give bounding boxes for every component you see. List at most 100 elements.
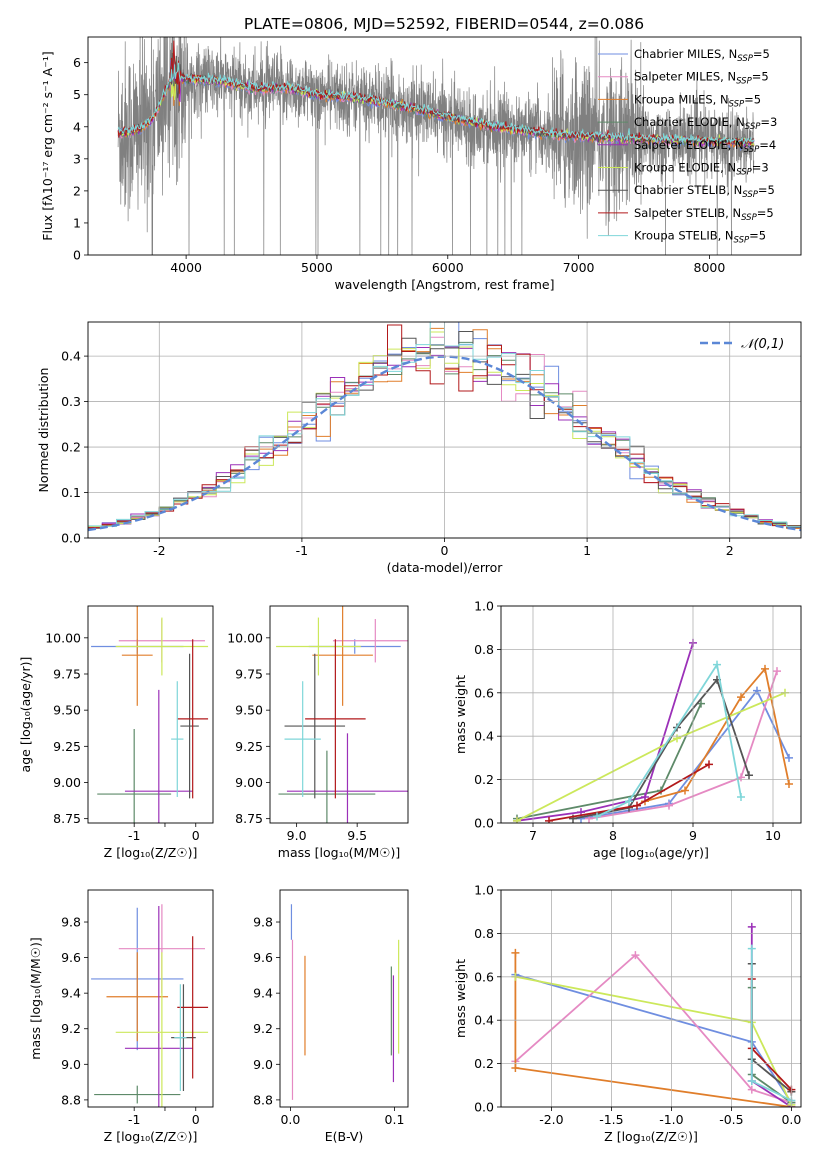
weight-series-marker: [747, 1085, 756, 1094]
weight-series-marker: [747, 944, 756, 953]
legend-label-subscript: SSP: [742, 190, 758, 200]
y-tick-label: 9.2: [61, 1021, 81, 1036]
y-tick-label: 9.75: [53, 666, 81, 681]
figure-title: PLATE=0806, MJD=52592, FIBERID=0544, z=0…: [244, 15, 644, 33]
y-tick-label: 9.6: [253, 950, 273, 965]
weight-series-marker: [513, 816, 521, 823]
y-tick-label: 0.6: [474, 685, 494, 700]
panel-age-vs-mass: 9.0 9.5 8.75 9.00 9.25 9.50 9.75 10.00 mass [log…: [227, 605, 409, 860]
x-tick-label: -1.5: [599, 1112, 623, 1127]
legend-label-subscript: SSP: [744, 145, 760, 155]
weight-series-marker: [673, 734, 681, 743]
x-tick-label: 8: [609, 828, 617, 843]
legend-label: Salpeter ELODIE, NSSP=4: [634, 138, 776, 155]
x-tick-label: 9: [689, 828, 697, 843]
legend-label-subscript: SSP: [745, 122, 761, 132]
y-tick-label: 1.0: [474, 883, 494, 898]
y-axis-label: Flux [fλ10⁻¹⁷ erg cm⁻² s⁻¹ A⁻¹]: [40, 51, 55, 240]
y-tick-label: 8.8: [61, 1092, 81, 1107]
legend-label-count: =5: [752, 70, 769, 84]
x-tick-label: 1: [583, 543, 591, 558]
model-spectrum-line: [117, 40, 755, 146]
legend-label-count: =4: [759, 138, 776, 152]
weight-series-marker: [753, 686, 761, 695]
y-tick-label: 3: [73, 151, 81, 166]
weight-series-marker: [737, 792, 745, 801]
axes-frame: [87, 36, 802, 256]
weight-series-marker: [511, 1063, 520, 1072]
weight-series-marker: [625, 797, 633, 806]
x-tick-label: 0: [192, 1112, 200, 1127]
y-tick-label: 0.2: [474, 1056, 494, 1071]
x-tick-label: 7000: [563, 260, 595, 275]
legend-label-text: Chabrier MILES, N: [634, 47, 737, 61]
weight-series-line: [515, 973, 793, 1104]
y-axis-label: mass [log₁₀(M/M☉)]: [28, 937, 43, 1059]
weight-series-marker: [737, 693, 745, 702]
x-tick-label: -1.0: [659, 1112, 683, 1127]
axes-frame: [269, 605, 409, 824]
y-axis-label: age [log₁₀(age/yr)]: [18, 657, 33, 773]
y-tick-label: 0.4: [474, 729, 494, 744]
y-axis-label: Normed distribution: [36, 368, 51, 493]
y-tick-label: 0: [73, 248, 81, 263]
legend-label-count: =5: [749, 229, 766, 243]
legend-label-subscript: SSP: [736, 168, 752, 178]
legend-label: Kroupa ELODIE, NSSP=3: [634, 161, 769, 178]
x-tick-label: 0: [441, 543, 449, 558]
x-tick-label: 0.1: [385, 1112, 405, 1127]
legend-label-subscript: SSP: [734, 236, 750, 246]
y-tick-label: 9.4: [253, 986, 273, 1001]
legend-label-text: Kroupa MILES, N: [634, 92, 729, 106]
x-tick-label: 4000: [170, 260, 202, 275]
x-axis-label: (data-model)/error: [387, 560, 504, 575]
y-tick-label: 8.8: [253, 1092, 273, 1107]
x-tick-label: 0.0: [280, 1112, 300, 1127]
y-tick-label: 1: [73, 215, 81, 230]
plot-area-weight-vs-Z: [511, 922, 796, 1107]
axes-frame: [87, 321, 802, 539]
x-axis-label: Z [log₁₀(Z/Z☉)]: [104, 1129, 198, 1144]
weight-series-line: [588, 670, 778, 820]
y-tick-label: 6: [73, 55, 81, 70]
legend-label-count: =3: [752, 161, 769, 175]
x-tick-label: 8000: [694, 260, 726, 275]
axes-frame: [87, 605, 214, 824]
x-tick-label: -1: [128, 1112, 140, 1127]
y-tick-label: 8.75: [53, 811, 81, 826]
y-tick-label: 9.0: [61, 1057, 81, 1072]
weight-series-marker: [593, 812, 601, 821]
x-tick-label: 2: [726, 543, 734, 558]
legend-label-subscript: SSP: [736, 77, 752, 87]
x-tick-label: 0: [192, 828, 200, 843]
weight-series-marker: [545, 816, 553, 823]
y-tick-label: 4: [73, 119, 81, 134]
legend-label-text: Chabrier ELODIE, N: [634, 115, 745, 129]
observed-spectrum: [117, 37, 755, 255]
x-tick-label: 0.0: [781, 1112, 801, 1127]
x-tick-label: -2.0: [539, 1112, 563, 1127]
y-tick-label: 9.6: [61, 950, 81, 965]
model-spectrum-line: [117, 62, 755, 146]
legend-label-text: Salpeter ELODIE, N: [634, 138, 744, 152]
legend-label: 𝒩(0,1): [741, 337, 784, 352]
weight-series-marker: [785, 753, 793, 762]
legend-label-text: Chabrier STELIB, N: [634, 183, 742, 197]
x-tick-label: 9.5: [347, 828, 367, 843]
weight-series-line: [516, 691, 786, 822]
y-axis-label: mass weight: [453, 959, 468, 1038]
y-tick-label: 0.4: [474, 1013, 494, 1028]
y-tick-label: 9.8: [61, 915, 81, 930]
legend-label-text: Kroupa ELODIE, N: [634, 161, 736, 175]
plot-area-age-vs-Z: [91, 606, 209, 823]
y-tick-label: 0.8: [474, 642, 494, 657]
y-tick-label: 10.00: [227, 630, 263, 645]
legend-label-count: =5: [753, 47, 770, 61]
panel-residuals: -2 -1 0 1 2 0.0 0.1 0.2 0.3 0.4 (data-model)/error…: [36, 321, 802, 575]
panel-weight-vs-Z: -2.0 -1.5 -1.0 -0.5 0.0 0.0 0.2 0.4 0.6 0.8 1.0 Z […: [453, 883, 802, 1144]
x-axis-label: Z [log₁₀(Z/Z☉)]: [104, 845, 198, 860]
plot-area-weight-vs-age: [513, 638, 793, 823]
x-tick-label: -1: [296, 543, 308, 558]
weight-series-marker: [681, 786, 689, 795]
weight-series-marker: [745, 771, 753, 780]
